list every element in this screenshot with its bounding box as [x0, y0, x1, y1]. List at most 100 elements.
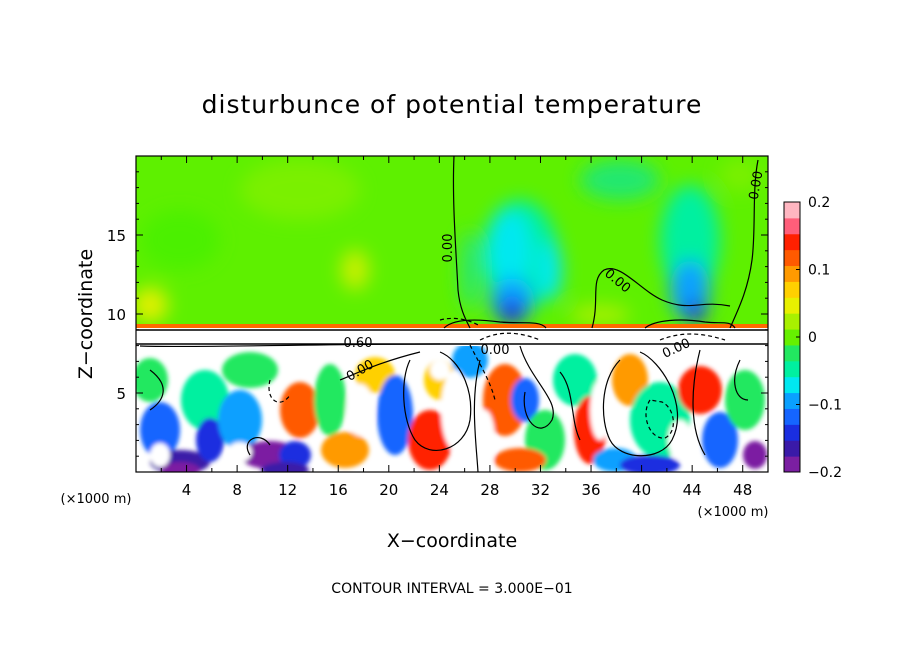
x-unit-right: (×1000 m)	[698, 505, 769, 520]
colorbar-segment	[784, 202, 800, 219]
y-tick-label: 10	[107, 306, 126, 324]
colorbar-segment	[784, 217, 800, 235]
contour-label: 0.60	[344, 336, 373, 351]
field-blob	[228, 442, 252, 462]
field-blob	[136, 358, 168, 402]
field-blob	[240, 160, 360, 220]
plot-area: 0.000.000.000.000.600.000.00	[136, 156, 768, 472]
colorbar-segment	[784, 313, 800, 330]
contour-line	[149, 369, 164, 411]
x-tick-label: 20	[379, 481, 398, 499]
upper-boundary-band	[136, 324, 768, 328]
field-blob	[279, 441, 311, 469]
colorbar-segment	[784, 392, 800, 409]
field-blob	[683, 302, 707, 322]
lower-field	[136, 346, 768, 472]
field-blob	[498, 300, 526, 324]
y-axis-title: Z−coordinate	[75, 249, 97, 379]
field-blob	[678, 366, 722, 414]
contour-label: 0.00	[481, 343, 510, 358]
colorbar-segment	[784, 440, 800, 457]
contour-line	[692, 349, 706, 456]
field-blob	[377, 375, 413, 455]
field-blob	[408, 410, 452, 470]
colorbar-tick-label: −0.2	[808, 465, 842, 481]
field-blob	[511, 378, 539, 422]
contour-interval-note: CONTOUR INTERVAL = 3.000E−01	[331, 581, 572, 597]
contour-line-negative	[645, 399, 674, 439]
chart-title: disturbunce of potential temperature	[202, 90, 703, 119]
x-axis-title: X−coordinate	[387, 530, 517, 552]
contour-line	[443, 319, 547, 329]
x-tick-label: 4	[182, 481, 192, 499]
gap-band	[136, 328, 768, 346]
y-tick-label: 5	[116, 385, 126, 403]
colorbar-segment	[784, 360, 800, 378]
colorbar-tick-label: 0	[808, 330, 817, 346]
field-blob	[181, 370, 229, 430]
field-blob	[660, 185, 720, 295]
contour-line-negative	[659, 333, 726, 341]
contour-line	[559, 371, 581, 441]
contour-line	[602, 351, 679, 457]
field-blob	[261, 462, 309, 472]
field-blob	[488, 210, 532, 290]
field-blob	[150, 443, 170, 467]
contour-line-negative	[268, 379, 291, 403]
x-unit-left: (×1000 m)	[61, 492, 132, 507]
x-tick-label: 24	[430, 481, 449, 499]
field-blob	[494, 448, 546, 472]
field-blob	[280, 382, 320, 438]
field-blob	[441, 370, 469, 450]
contour-line	[139, 343, 441, 348]
field-blob	[570, 305, 630, 325]
contour-line	[452, 156, 471, 329]
field-blob	[452, 346, 488, 378]
colorbar-tick-label: 0.2	[808, 195, 830, 211]
x-tick-label: 32	[531, 481, 550, 499]
field-blob	[341, 250, 369, 290]
x-tick-label: 16	[329, 481, 348, 499]
field-blob	[580, 160, 660, 200]
colorbar-tick-label: −0.1	[808, 398, 842, 414]
lower-blobs	[136, 346, 767, 472]
field-blob	[538, 240, 562, 300]
field-blob	[460, 230, 480, 310]
contour-line-negative	[469, 344, 496, 401]
field-blob	[346, 384, 374, 436]
field-blob	[218, 390, 262, 450]
contour-line	[591, 267, 731, 329]
x-tick-label: 40	[632, 481, 651, 499]
field-blob	[668, 420, 692, 460]
field-blob	[222, 352, 278, 388]
contour-line-negative	[439, 317, 481, 327]
contour-lines	[139, 156, 759, 472]
colorbar-segment	[784, 376, 800, 394]
field-blob	[720, 159, 760, 191]
colorbar-tick-label: 0.1	[808, 263, 830, 279]
contour-line-negative	[479, 332, 541, 341]
y-tick-label: 15	[107, 227, 126, 245]
colorbar-segment	[784, 249, 800, 267]
field-blob	[743, 441, 767, 469]
field-blob	[140, 210, 220, 270]
field-blob	[553, 354, 597, 406]
field-blob	[140, 402, 180, 458]
contour-label: 0.00	[441, 234, 456, 263]
contour-line	[339, 351, 421, 381]
field-blob	[483, 364, 527, 436]
colorbar-segment	[784, 281, 800, 298]
contour-line	[734, 359, 749, 401]
colorbar-segment	[784, 233, 800, 251]
field-blob	[430, 360, 450, 380]
contour-line	[473, 359, 481, 472]
x-tick-label: 44	[683, 481, 702, 499]
colorbar: 0.2 0.1 0 −0.1 −0.2	[783, 195, 842, 481]
field-blob	[314, 364, 346, 436]
x-tick-label: 12	[278, 481, 297, 499]
field-blob	[160, 462, 200, 472]
colorbar-segment	[784, 297, 800, 314]
colorbar-segment	[784, 329, 800, 346]
